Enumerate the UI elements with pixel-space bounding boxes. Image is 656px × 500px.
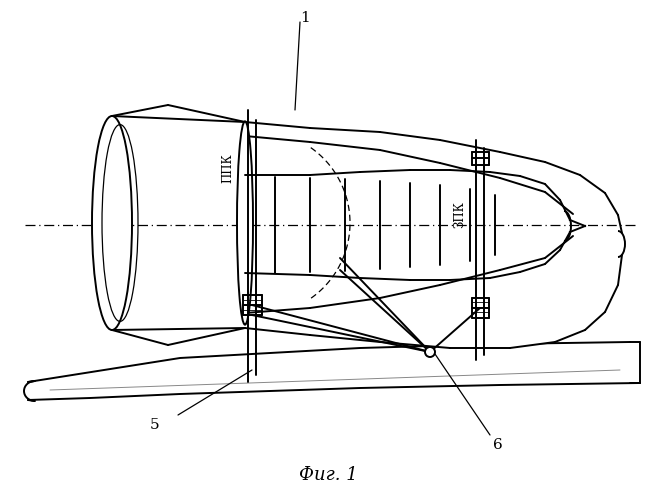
Polygon shape [112, 105, 622, 348]
Circle shape [425, 347, 435, 357]
Polygon shape [28, 341, 640, 401]
Text: ППК: ППК [222, 153, 234, 183]
Text: 5: 5 [150, 418, 160, 432]
Ellipse shape [92, 116, 132, 330]
Polygon shape [245, 170, 570, 280]
Text: 1: 1 [300, 11, 310, 25]
Text: Фиг. 1: Фиг. 1 [298, 466, 358, 484]
Text: ЗПК: ЗПК [453, 202, 466, 228]
Text: 6: 6 [493, 438, 503, 452]
Ellipse shape [237, 122, 253, 324]
